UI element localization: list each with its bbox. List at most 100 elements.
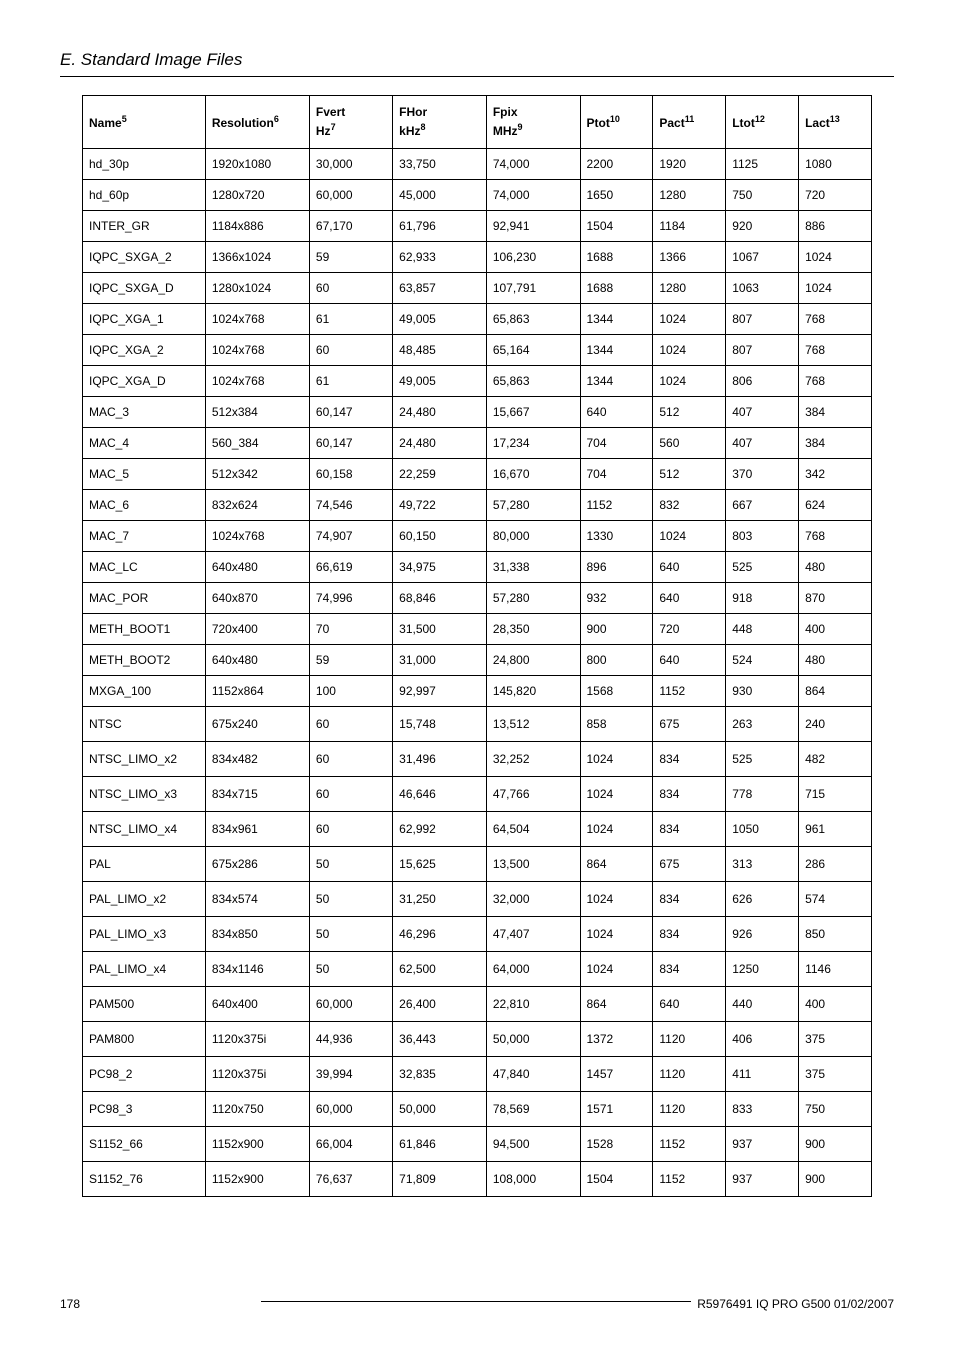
table-cell: 62,933 bbox=[393, 242, 487, 273]
table-cell: 48,485 bbox=[393, 335, 487, 366]
table-cell: 24,800 bbox=[486, 645, 580, 676]
table-cell: 375 bbox=[799, 1057, 872, 1092]
table-cell: 1024 bbox=[653, 335, 726, 366]
table-cell: MAC_7 bbox=[83, 521, 206, 552]
table-row: METH_BOOT2640x4805931,00024,800800640524… bbox=[83, 645, 872, 676]
table-cell: 406 bbox=[726, 1022, 799, 1057]
table-cell: 1024x768 bbox=[205, 366, 309, 397]
table-cell: 34,975 bbox=[393, 552, 487, 583]
table-cell: 448 bbox=[726, 614, 799, 645]
table-cell: IQPC_SXGA_2 bbox=[83, 242, 206, 273]
table-row: MAC_LC640x48066,61934,97531,338896640525… bbox=[83, 552, 872, 583]
column-header: Pact11 bbox=[653, 96, 726, 149]
table-cell: 1344 bbox=[580, 335, 653, 366]
table-cell: 15,748 bbox=[393, 707, 487, 742]
table-cell: 720x400 bbox=[205, 614, 309, 645]
table-cell: 65,863 bbox=[486, 366, 580, 397]
table-cell: 67,170 bbox=[309, 211, 392, 242]
table-row: METH_BOOT1720x4007031,50028,350900720448… bbox=[83, 614, 872, 645]
table-cell: 870 bbox=[799, 583, 872, 614]
table-cell: 1528 bbox=[580, 1127, 653, 1162]
table-cell: 1024 bbox=[799, 242, 872, 273]
column-header: Ltot12 bbox=[726, 96, 799, 149]
table-cell: 918 bbox=[726, 583, 799, 614]
table-cell: 512x342 bbox=[205, 459, 309, 490]
table-cell: 50,000 bbox=[486, 1022, 580, 1057]
table-cell: 640 bbox=[580, 397, 653, 428]
table-cell: 560_384 bbox=[205, 428, 309, 459]
table-cell: 864 bbox=[580, 987, 653, 1022]
table-cell: MAC_4 bbox=[83, 428, 206, 459]
table-cell: 1063 bbox=[726, 273, 799, 304]
table-cell: 49,722 bbox=[393, 490, 487, 521]
table-cell: 45,000 bbox=[393, 180, 487, 211]
table-cell: 68,846 bbox=[393, 583, 487, 614]
table-cell: 1280x720 bbox=[205, 180, 309, 211]
table-cell: 384 bbox=[799, 397, 872, 428]
table-cell: 900 bbox=[580, 614, 653, 645]
table-cell: 832 bbox=[653, 490, 726, 521]
table-cell: 2200 bbox=[580, 149, 653, 180]
table-row: IQPC_XGA_21024x7686048,48565,16413441024… bbox=[83, 335, 872, 366]
table-cell: 92,997 bbox=[393, 676, 487, 707]
table-cell: 15,625 bbox=[393, 847, 487, 882]
page-number: 178 bbox=[60, 1297, 80, 1311]
table-cell: 440 bbox=[726, 987, 799, 1022]
table-cell: 1650 bbox=[580, 180, 653, 211]
table-cell: hd_30p bbox=[83, 149, 206, 180]
table-cell: 28,350 bbox=[486, 614, 580, 645]
standard-image-files-table: Name5Resolution6FvertHz7FHorkHz8FpixMHz9… bbox=[82, 95, 872, 1197]
table-cell: PAL_LIMO_x3 bbox=[83, 917, 206, 952]
table-cell: 370 bbox=[726, 459, 799, 490]
table-cell: 263 bbox=[726, 707, 799, 742]
table-cell: NTSC_LIMO_x2 bbox=[83, 742, 206, 777]
table-cell: 286 bbox=[799, 847, 872, 882]
table-cell: 33,750 bbox=[393, 149, 487, 180]
table-cell: 807 bbox=[726, 304, 799, 335]
table-cell: 60 bbox=[309, 742, 392, 777]
table-cell: METH_BOOT2 bbox=[83, 645, 206, 676]
table-cell: 78,569 bbox=[486, 1092, 580, 1127]
table-cell: 512 bbox=[653, 397, 726, 428]
table-row: IQPC_SXGA_D1280x10246063,857107,79116881… bbox=[83, 273, 872, 304]
table-cell: 675 bbox=[653, 847, 726, 882]
table-cell: 22,259 bbox=[393, 459, 487, 490]
table-cell: 886 bbox=[799, 211, 872, 242]
table-cell: 834x482 bbox=[205, 742, 309, 777]
table-cell: 1024 bbox=[653, 366, 726, 397]
table-cell: 1024 bbox=[580, 917, 653, 952]
table-row: IQPC_XGA_11024x7686149,00565,86313441024… bbox=[83, 304, 872, 335]
table-cell: 15,667 bbox=[486, 397, 580, 428]
table-cell: 76,637 bbox=[309, 1162, 392, 1197]
table-cell: 937 bbox=[726, 1127, 799, 1162]
table-row: PC98_31120x75060,00050,00078,56915711120… bbox=[83, 1092, 872, 1127]
table-cell: 834 bbox=[653, 882, 726, 917]
table-cell: 57,280 bbox=[486, 583, 580, 614]
table-row: MAC_71024x76874,90760,15080,000133010248… bbox=[83, 521, 872, 552]
table-cell: 16,670 bbox=[486, 459, 580, 490]
table-cell: 65,164 bbox=[486, 335, 580, 366]
table-cell: 640 bbox=[653, 552, 726, 583]
table-cell: MAC_LC bbox=[83, 552, 206, 583]
table-cell: 60,000 bbox=[309, 180, 392, 211]
table-cell: 61,846 bbox=[393, 1127, 487, 1162]
table-cell: 1120x750 bbox=[205, 1092, 309, 1127]
table-cell: 60,000 bbox=[309, 987, 392, 1022]
table-cell: 32,000 bbox=[486, 882, 580, 917]
table-cell: 36,443 bbox=[393, 1022, 487, 1057]
table-cell: 62,992 bbox=[393, 812, 487, 847]
table-cell: 60 bbox=[309, 777, 392, 812]
table-cell: 834 bbox=[653, 777, 726, 812]
table-cell: 864 bbox=[580, 847, 653, 882]
table-cell: 50,000 bbox=[393, 1092, 487, 1127]
table-cell: 1120 bbox=[653, 1057, 726, 1092]
table-cell: 411 bbox=[726, 1057, 799, 1092]
table-cell: 1024 bbox=[580, 812, 653, 847]
table-cell: 1504 bbox=[580, 1162, 653, 1197]
table-cell: IQPC_XGA_1 bbox=[83, 304, 206, 335]
table-cell: 60,147 bbox=[309, 428, 392, 459]
table-cell: 61,796 bbox=[393, 211, 487, 242]
table-row: hd_60p1280x72060,00045,00074,00016501280… bbox=[83, 180, 872, 211]
table-row: NTSC_LIMO_x2834x4826031,49632,2521024834… bbox=[83, 742, 872, 777]
table-cell: 768 bbox=[799, 521, 872, 552]
